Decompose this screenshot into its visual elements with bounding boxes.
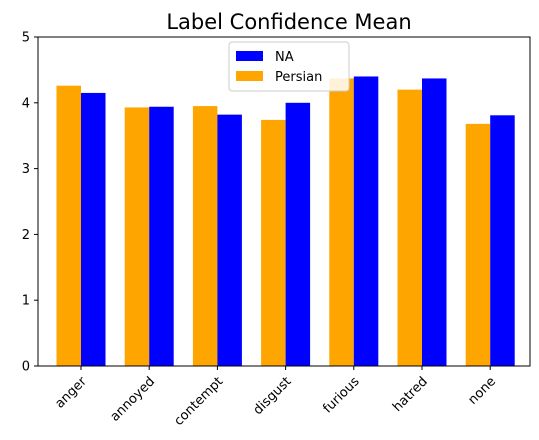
y-tick-label: 4 [22,96,30,111]
bar-na-annoyed [149,106,174,366]
x-tick-label-none: none [465,374,499,408]
legend-label-persian: Persian [275,70,322,85]
x-tick-label-hatred: hatred [390,374,431,415]
x-tick-label-contempt: contempt [171,374,226,429]
y-tick-label: 5 [22,31,30,46]
bar-persian-disgust [261,119,286,366]
bar-na-none [490,115,515,366]
bar-persian-annoyed [124,107,150,366]
bar-na-disgust [285,102,311,367]
chart-title: Label Confidence Mean [166,10,411,34]
bar-na-furious [353,76,379,366]
bar-persian-contempt [192,106,218,366]
bar-persian-hatred [397,89,422,366]
legend-label-na: NA [275,50,294,65]
bar-persian-anger [56,85,81,366]
bar-persian-none [465,123,491,366]
plot-frame [37,36,531,367]
bar-na-anger [81,92,106,367]
bars-layer [56,76,515,367]
x-tick-label-anger: anger [52,374,90,412]
y-tick-label: 2 [22,228,30,243]
y-tick-label: 3 [22,162,30,177]
x-tick-label-furious: furious [320,374,362,416]
y-tick-label: 0 [22,360,30,375]
y-tick-label: 1 [22,294,30,309]
x-tick-label-annoyed: annoyed [108,374,158,424]
bar-persian-furious [329,78,354,366]
x-tick-label-disgust: disgust [251,374,295,418]
legend-swatch-persian [236,71,263,81]
legend-swatch-na [236,51,263,61]
bar-na-contempt [217,114,242,366]
legend: NA Persian [228,41,350,92]
bar-na-hatred [422,78,447,366]
